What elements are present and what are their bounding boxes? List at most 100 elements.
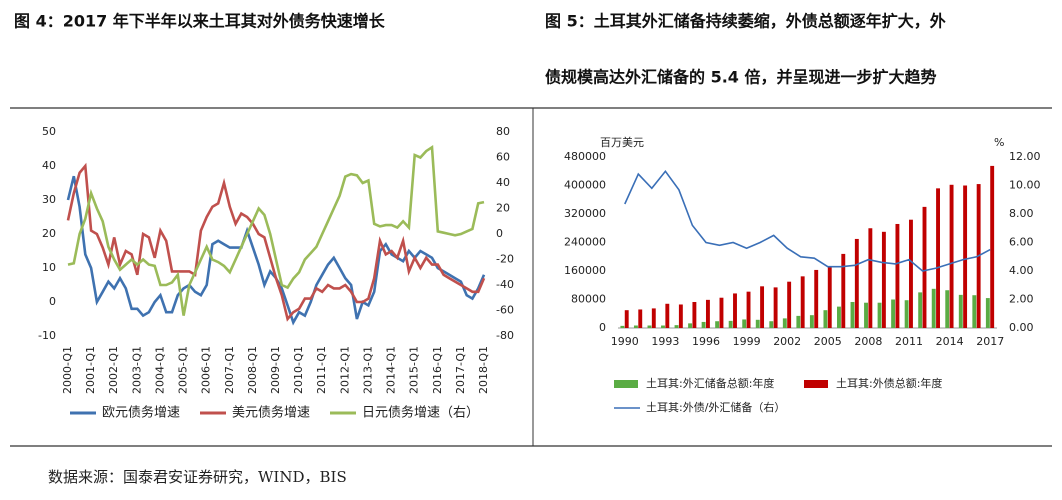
x-tick-label: 2011 [895, 335, 923, 348]
x-tick-label: 2009-Q1 [269, 346, 282, 394]
bar [931, 288, 936, 328]
y-tick-label: 240000 [564, 236, 606, 249]
y-tick-label: 160000 [564, 264, 606, 277]
bar [624, 310, 629, 328]
legend-label: 土耳其:外汇储备总额:年度 [646, 376, 774, 390]
y2-tick-label: -20 [496, 253, 514, 266]
bar [922, 206, 927, 328]
legend-swatch [804, 380, 828, 388]
bar [881, 231, 886, 328]
bar [719, 297, 724, 328]
bar [661, 325, 665, 328]
y-tick-label: 320000 [564, 207, 606, 220]
bar [742, 319, 747, 328]
x-tick-label: 2002 [773, 335, 801, 348]
bar [800, 276, 805, 328]
x-tick-label: 2002-Q1 [107, 346, 120, 394]
bar [841, 253, 846, 328]
y-tick-label: 0 [599, 321, 606, 334]
x-tick-label: 2001-Q1 [84, 346, 97, 394]
x-tick-label: 2000-Q1 [61, 346, 74, 394]
y2-tick-label: 40 [496, 176, 510, 189]
bar [620, 325, 625, 328]
y-tick-label: 80000 [571, 293, 606, 306]
x-tick-label: 2012-Q1 [338, 346, 351, 394]
y-tick-label: 400000 [564, 179, 606, 192]
legend-label: 欧元债务增速 [102, 405, 180, 421]
x-tick-label: 2018-Q1 [477, 346, 490, 394]
bar [773, 287, 778, 328]
bar [701, 321, 706, 328]
legend-label: 日元债务增速（右） [362, 405, 479, 421]
y2-axis-label: % [994, 136, 1004, 149]
x-tick-label: 2007-Q1 [223, 346, 236, 394]
x-tick-label: 2014-Q1 [385, 346, 398, 394]
chart-title: 债规模高达外汇储备的 5.4 倍，并呈现进一步扩大趋势 [545, 68, 937, 87]
bar [796, 315, 801, 328]
y2-tick-label: -60 [496, 304, 514, 317]
bar [746, 291, 751, 328]
x-tick-label: 2008 [854, 335, 882, 348]
bar [647, 325, 652, 328]
line-series [624, 169, 991, 272]
bar [868, 228, 873, 328]
bar [850, 301, 855, 328]
x-tick-label: 2005 [814, 335, 842, 348]
line-series [67, 144, 485, 316]
bar [972, 295, 977, 328]
y2-tick-label: 8.00 [1009, 207, 1034, 220]
x-tick-label: 1999 [733, 335, 761, 348]
y2-tick-label: 6.00 [1009, 236, 1034, 249]
bar [769, 321, 774, 328]
bar [728, 320, 733, 328]
y2-tick-label: 12.00 [1009, 150, 1041, 163]
bar [864, 302, 868, 328]
bar [787, 281, 792, 328]
bar [945, 290, 950, 328]
legend-label: 土耳其:外债/外汇储备（右） [646, 400, 785, 414]
bar [936, 188, 940, 328]
x-tick-label: 2015-Q1 [408, 346, 421, 394]
y2-tick-label: 4.00 [1009, 264, 1034, 277]
bar [814, 269, 819, 328]
chart-title: 图 5：土耳其外汇储备持续萎缩，外债总额逐年扩大，外 [545, 12, 946, 31]
bar [678, 304, 683, 328]
x-tick-label: 2006-Q1 [200, 346, 213, 394]
bar [674, 325, 679, 328]
bar [918, 292, 923, 328]
y-tick-label: 480000 [564, 150, 606, 163]
bar [949, 184, 954, 328]
bar [665, 303, 670, 328]
bar [692, 301, 697, 328]
y-tick-label: 10 [42, 261, 56, 274]
x-tick-label: 2004-Q1 [153, 346, 166, 394]
x-tick-label: 2016-Q1 [431, 346, 444, 394]
bar [895, 223, 900, 328]
bar [877, 302, 882, 328]
legend-label: 土耳其:外债总额:年度 [836, 376, 942, 390]
x-tick-label: 2003-Q1 [130, 346, 143, 394]
legend-swatch [614, 380, 638, 388]
y2-tick-label: 20 [496, 202, 510, 215]
bar [782, 318, 787, 328]
y-tick-label: 40 [42, 159, 56, 172]
x-tick-label: 2013-Q1 [361, 346, 374, 394]
bar [651, 308, 656, 328]
bar [990, 165, 995, 328]
bar [837, 306, 841, 328]
bar [809, 315, 814, 328]
bar [891, 299, 896, 328]
y-tick-label: 30 [42, 193, 56, 206]
line-series [66, 175, 486, 326]
bar [958, 294, 963, 328]
y2-tick-label: 10.00 [1009, 179, 1041, 192]
y2-tick-label: 80 [496, 125, 510, 138]
bar [904, 300, 909, 328]
x-tick-label: 2011-Q1 [315, 346, 328, 394]
y-tick-label: 20 [42, 227, 56, 240]
x-tick-label: 1996 [692, 335, 720, 348]
x-tick-label: 1990 [611, 335, 639, 348]
line-series [66, 162, 486, 322]
bar [633, 325, 638, 328]
